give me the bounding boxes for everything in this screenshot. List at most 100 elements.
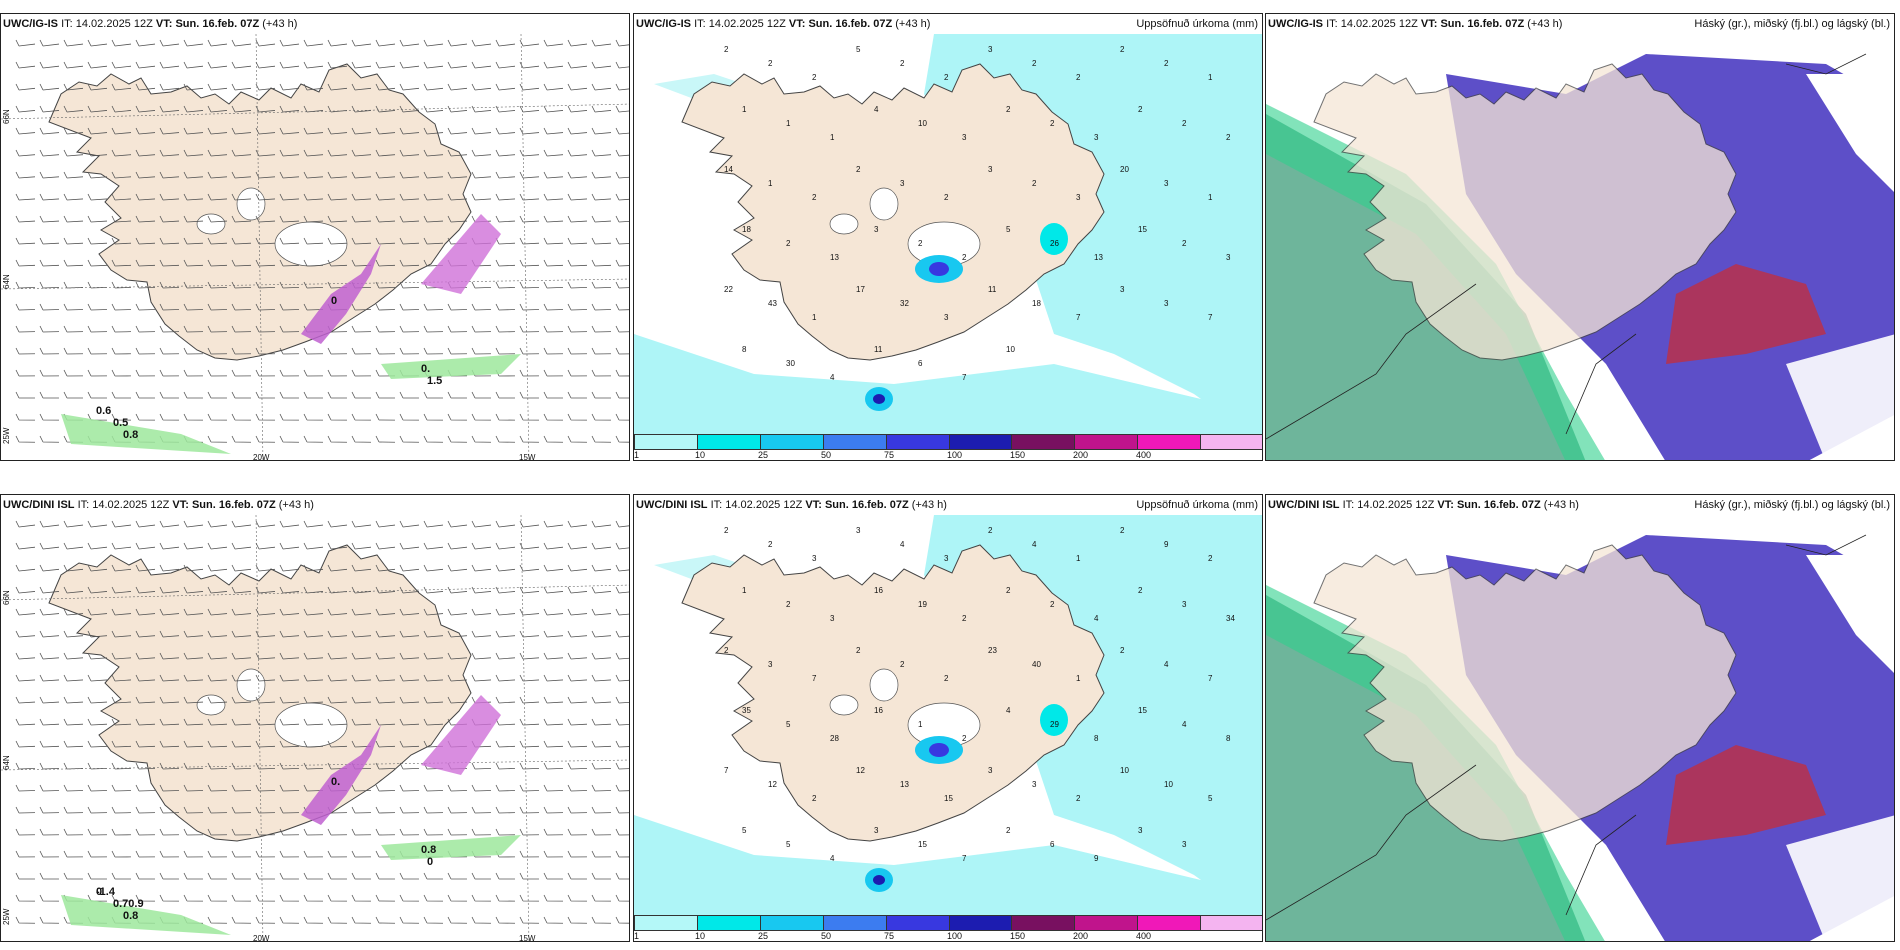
precip-value: 2 xyxy=(812,73,817,82)
precip-value: 1 xyxy=(918,720,923,729)
precip-value: 13 xyxy=(1094,253,1103,262)
precip-value: 12 xyxy=(856,766,865,775)
legend-swatch xyxy=(1011,915,1075,931)
legend-tick: 10 xyxy=(695,931,706,941)
precip-value: 15 xyxy=(944,794,953,803)
map-canvas[interactable]: 2225223222211114103223222141223232320311… xyxy=(634,34,1263,461)
map-canvas[interactable]: 0.60.50.8 0.1.5 0 66N 64N 25W 20W 15W xyxy=(1,34,630,461)
precip-value: 4 xyxy=(874,105,879,114)
precip-values: 2233432412921231619222423342372222340124… xyxy=(724,526,1235,863)
precip-value: 3 xyxy=(874,225,879,234)
precip-value: 23 xyxy=(988,646,997,655)
panel-right-title: Uppsöfnuð úrkoma (mm) xyxy=(1136,499,1258,511)
precip-value: 9 xyxy=(1164,540,1169,549)
lon-label: 15W xyxy=(519,934,536,942)
precip-value: 2 xyxy=(900,660,905,669)
precip-value: 34 xyxy=(1226,614,1235,623)
precip-value: 2 xyxy=(1076,794,1081,803)
precip-value: 2 xyxy=(1076,73,1081,82)
legend-swatch xyxy=(1074,434,1138,450)
wind-barbs xyxy=(15,520,629,924)
axis-labels: 66N 64N 25W 20W 15W xyxy=(2,109,536,460)
map-canvas[interactable] xyxy=(1266,34,1895,461)
legend-swatch xyxy=(1074,915,1138,931)
panel-precip-igis: UWC/IG-IS IT: 14.02.2025 12Z VT: Sun. 16… xyxy=(633,13,1263,461)
precip-value: 10 xyxy=(1164,780,1173,789)
legend-swatch xyxy=(822,434,886,450)
precip-value: 3 xyxy=(1032,780,1037,789)
legend-swatch xyxy=(885,915,949,931)
panel-precip-dini: UWC/DINI ISL IT: 14.02.2025 12Z VT: Sun.… xyxy=(633,494,1263,942)
precip-value: 2 xyxy=(962,734,967,743)
legend-swatch xyxy=(696,915,760,931)
legend-tick: 150 xyxy=(1010,450,1026,460)
lat-label: 25W xyxy=(2,908,11,925)
contour-label: 0 xyxy=(427,856,433,868)
precip-value: 17 xyxy=(856,285,865,294)
precip-value: 15 xyxy=(1138,225,1147,234)
legend-swatch xyxy=(696,434,760,450)
panel-right-title: Uppsöfnuð úrkoma (mm) xyxy=(1136,18,1258,30)
precip-value: 3 xyxy=(1094,133,1099,142)
precip-value: 3 xyxy=(988,45,993,54)
precip-value: 14 xyxy=(724,165,733,174)
precip-value: 5 xyxy=(786,720,791,729)
graticule xyxy=(1,515,629,941)
precip-value: 3 xyxy=(1182,840,1187,849)
contour-label: 0. xyxy=(421,363,430,375)
map-layer xyxy=(1,34,629,460)
legend-swatch xyxy=(634,434,697,450)
precip-value: 2 xyxy=(856,646,861,655)
legend-tick: 150 xyxy=(1010,931,1026,941)
map-layer xyxy=(634,34,1262,460)
precip-value: 2 xyxy=(1050,119,1055,128)
precip-value: 7 xyxy=(962,854,967,863)
precip-maxima xyxy=(865,223,1068,411)
panel-header: UWC/IG-IS IT: 14.02.2025 12Z VT: Sun. 16… xyxy=(1268,18,1563,30)
legend-tick: 100 xyxy=(947,931,963,941)
precip-value: 5 xyxy=(742,826,747,835)
precip-value: 8 xyxy=(742,345,747,354)
precip-value: 11 xyxy=(874,345,883,354)
panel-wind-igis: UWC/IG-IS IT: 14.02.2025 12Z VT: Sun. 16… xyxy=(0,13,630,461)
map-canvas[interactable] xyxy=(1266,515,1895,942)
precip-value: 7 xyxy=(1208,674,1213,683)
precip-value: 2 xyxy=(962,614,967,623)
precip-value: 3 xyxy=(1120,285,1125,294)
precip-value: 3 xyxy=(988,766,993,775)
panel-header: UWC/DINI ISL IT: 14.02.2025 12Z VT: Sun.… xyxy=(3,499,314,511)
precip-value: 2 xyxy=(768,59,773,68)
contour-label: 0.5 xyxy=(113,417,128,429)
precip-value: 18 xyxy=(1032,299,1041,308)
precip-value: 5 xyxy=(856,45,861,54)
precip-value: 3 xyxy=(768,660,773,669)
convection-areas xyxy=(61,695,521,935)
contour-label: 0.8 xyxy=(123,910,138,922)
precip-value: 3 xyxy=(944,313,949,322)
precip-value: 2 xyxy=(1138,105,1143,114)
map-canvas[interactable]: 2233432412921231619222423342372222340124… xyxy=(634,515,1263,942)
precip-value: 2 xyxy=(944,674,949,683)
contour-label: 0.8 xyxy=(123,429,138,441)
precip-value: 1 xyxy=(768,179,773,188)
precip-value: 3 xyxy=(856,526,861,535)
precip-value: 2 xyxy=(1226,133,1231,142)
precip-value: 2 xyxy=(1006,826,1011,835)
contour-label: 0. xyxy=(331,776,340,788)
precip-value: 3 xyxy=(900,179,905,188)
precip-value: 7 xyxy=(724,766,729,775)
precip-value: 2 xyxy=(1032,59,1037,68)
precip-value: 8 xyxy=(1094,734,1099,743)
precip-value: 3 xyxy=(830,614,835,623)
precip-value: 30 xyxy=(786,359,795,368)
precip-value: 3 xyxy=(1226,253,1231,262)
graticule xyxy=(1,34,629,460)
legend-swatch xyxy=(634,915,697,931)
precip-value: 11 xyxy=(988,285,997,294)
precip-value: 4 xyxy=(830,854,835,863)
map-layer xyxy=(1,515,629,941)
precip-value: 15 xyxy=(1138,706,1147,715)
convection-areas xyxy=(61,214,521,454)
legend-tick: 400 xyxy=(1136,450,1152,460)
